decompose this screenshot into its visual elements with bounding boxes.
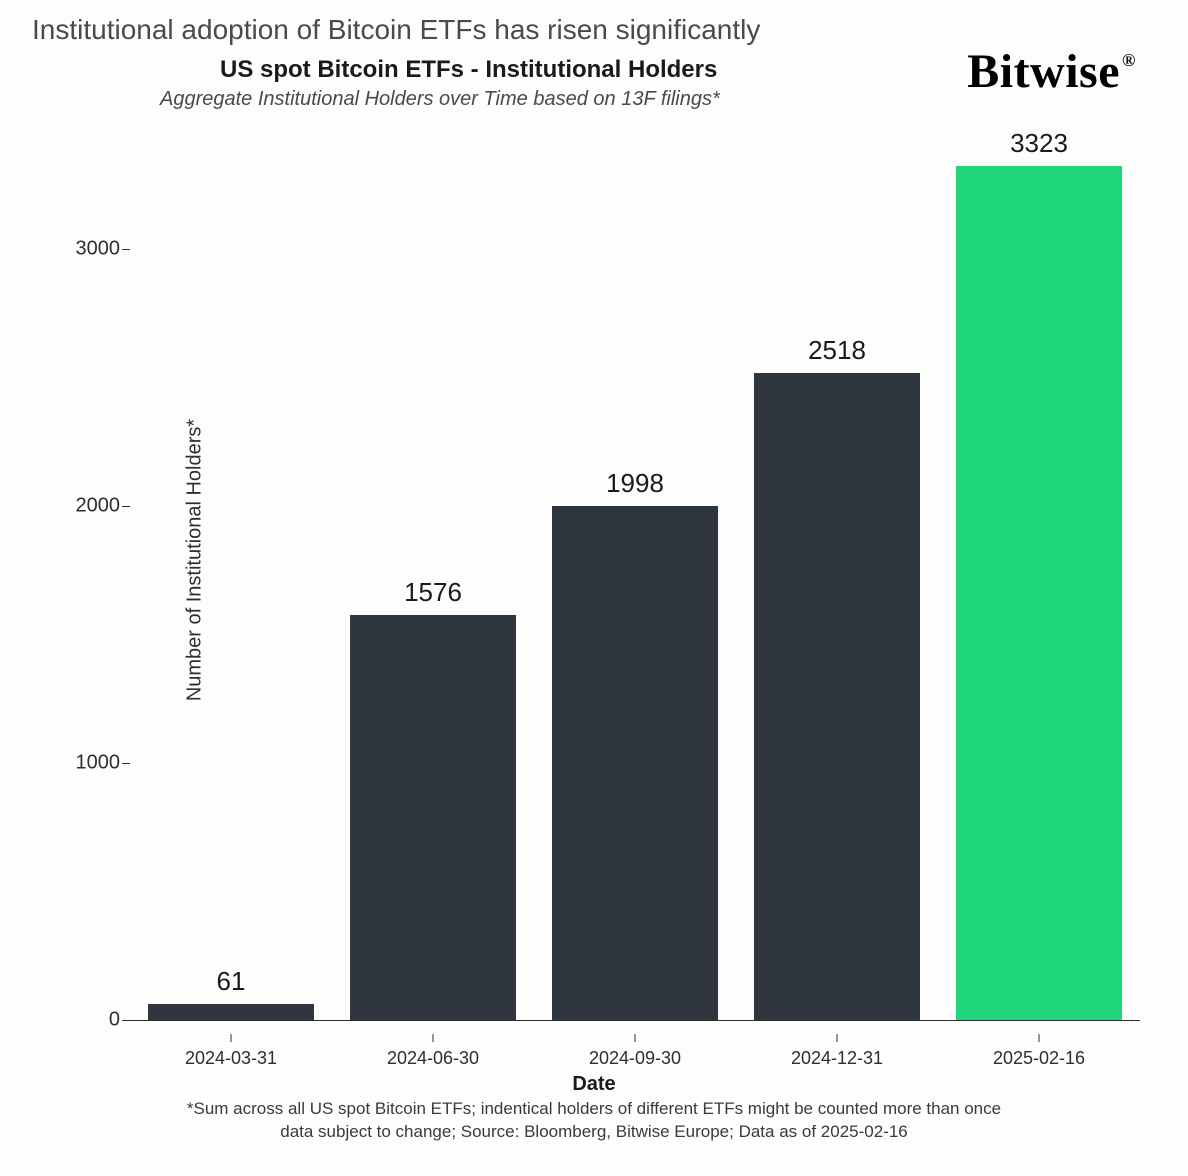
bar-value-label: 1998: [552, 468, 718, 499]
footnote-line-2: data subject to change; Source: Bloomber…: [280, 1122, 908, 1141]
y-tick-label: 1000: [60, 751, 120, 774]
y-tick-mark: [122, 1020, 130, 1021]
bar: 2518: [754, 373, 920, 1020]
chart-subtitle: Aggregate Institutional Holders over Tim…: [160, 88, 720, 111]
x-tick-label: 2024-06-30: [387, 1048, 479, 1069]
y-tick-mark: [122, 506, 130, 507]
y-tick-mark: [122, 249, 130, 250]
x-tick-label: 2024-09-30: [589, 1048, 681, 1069]
x-tick-mark: [1039, 1034, 1040, 1042]
brand-mark: ®: [1122, 50, 1136, 70]
bar: 1576: [350, 615, 516, 1020]
y-tick-mark: [122, 763, 130, 764]
plot-area: 0100020003000612024-03-3115762024-06-301…: [130, 120, 1140, 1020]
chart-title: US spot Bitcoin ETFs - Institutional Hol…: [220, 56, 717, 84]
x-tick-label: 2024-12-31: [791, 1048, 883, 1069]
x-tick-label: 2024-03-31: [185, 1048, 277, 1069]
bar-value-label: 61: [148, 966, 314, 997]
x-tick-mark: [433, 1034, 434, 1042]
bar: 3323: [956, 166, 1122, 1020]
footnote-line-1: *Sum across all US spot Bitcoin ETFs; in…: [187, 1099, 1001, 1118]
y-tick-label: 0: [60, 1009, 120, 1032]
headline: Institutional adoption of Bitcoin ETFs h…: [32, 14, 760, 46]
x-tick-mark: [837, 1034, 838, 1042]
y-tick-label: 2000: [60, 494, 120, 517]
bar-value-label: 2518: [754, 335, 920, 366]
footnote: *Sum across all US spot Bitcoin ETFs; in…: [0, 1098, 1188, 1144]
brand-text: Bitwise: [967, 45, 1120, 98]
x-tick-label: 2025-02-16: [993, 1048, 1085, 1069]
brand-logo: Bitwise®: [967, 44, 1134, 99]
x-tick-mark: [635, 1034, 636, 1042]
bar-value-label: 3323: [956, 128, 1122, 159]
bar: 1998: [552, 506, 718, 1020]
bar: 61: [148, 1004, 314, 1020]
x-tick-mark: [231, 1034, 232, 1042]
bar-value-label: 1576: [350, 577, 516, 608]
x-axis-label: Date: [572, 1073, 615, 1096]
x-axis-line: [130, 1020, 1140, 1021]
y-tick-label: 3000: [60, 237, 120, 260]
